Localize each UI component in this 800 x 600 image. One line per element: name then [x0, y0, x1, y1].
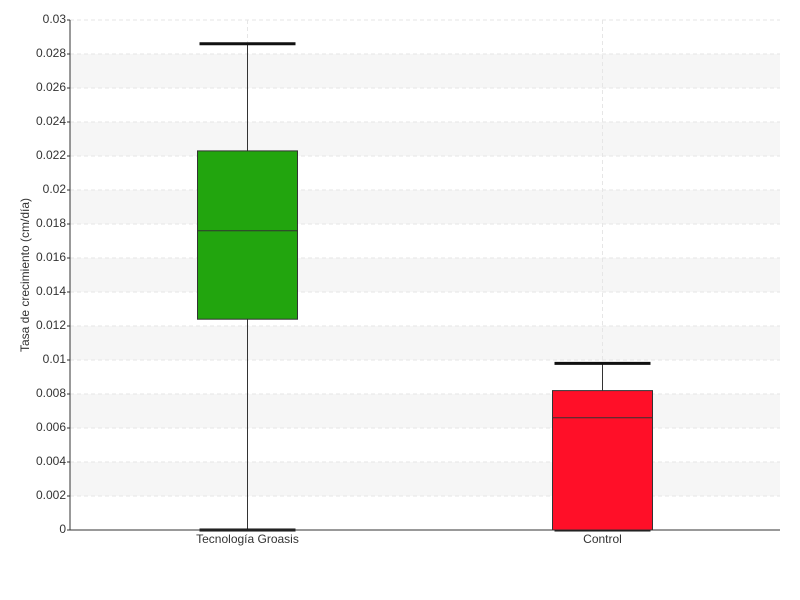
box	[552, 390, 653, 531]
grid-band	[70, 258, 780, 292]
grid-band	[70, 54, 780, 88]
grid-band	[70, 326, 780, 360]
y-tick-label: 0.002	[36, 488, 66, 502]
y-tick-label: 0.024	[36, 114, 66, 128]
y-tick-label: 0.018	[36, 216, 66, 230]
y-tick-label: 0	[59, 522, 66, 536]
y-tick-label: 0.006	[36, 420, 66, 434]
y-axis-label: Tasa de crecimiento (cm/día)	[18, 198, 32, 352]
y-tick-label: 0.014	[36, 284, 66, 298]
x-tick-label: Tecnología Groasis	[196, 532, 299, 546]
x-tick-label: Control	[583, 532, 622, 546]
grid-band	[70, 462, 780, 496]
y-tick-label: 0.028	[36, 46, 66, 60]
y-tick-label: 0.026	[36, 80, 66, 94]
box	[197, 150, 298, 320]
y-tick-label: 0.012	[36, 318, 66, 332]
y-tick-label: 0.004	[36, 454, 66, 468]
y-tick-label: 0.016	[36, 250, 66, 264]
y-tick-label: 0.01	[43, 352, 67, 366]
grid-band	[70, 122, 780, 156]
y-tick-label: 0.022	[36, 148, 66, 162]
y-tick-label: 0.03	[43, 12, 67, 26]
y-tick-label: 0.008	[36, 386, 66, 400]
y-tick-label: 0.02	[43, 182, 67, 196]
grid-band	[70, 190, 780, 224]
grid-band	[70, 394, 780, 428]
